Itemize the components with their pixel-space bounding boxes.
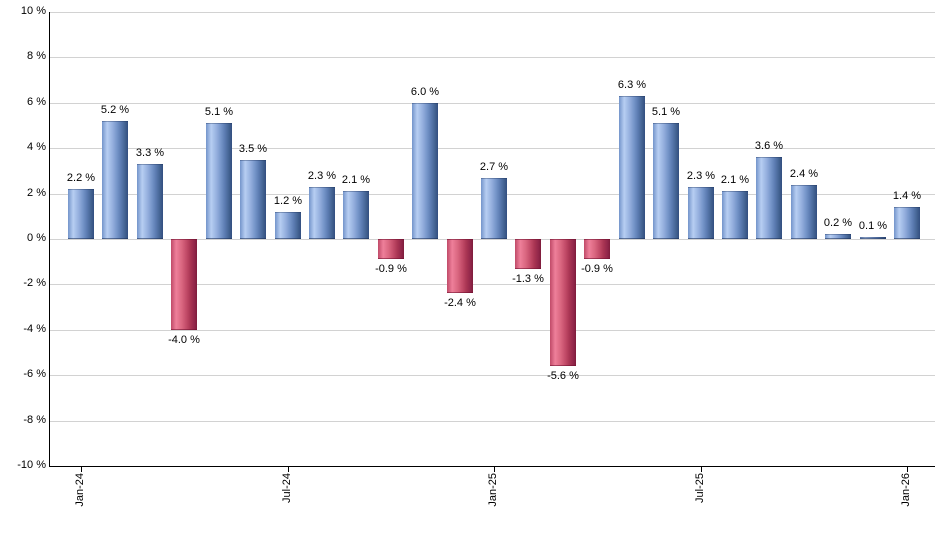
bar-month-18 <box>688 187 714 239</box>
bar-month-2 <box>137 164 163 239</box>
bar-value-label: 3.3 % <box>135 147 165 159</box>
bar-month-20 <box>756 157 782 239</box>
bar-value-label: 3.5 % <box>238 143 268 155</box>
bar-value-label: 2.2 % <box>66 172 96 184</box>
bar-month-1 <box>102 121 128 239</box>
bar-month-8 <box>343 191 369 239</box>
bar-month-11 <box>447 239 473 293</box>
bar-value-label: 6.0 % <box>410 86 440 98</box>
bar-month-19 <box>722 191 748 239</box>
x-axis-tick <box>701 466 702 472</box>
bar-month-13 <box>515 239 541 269</box>
y-axis-tick-label: 6 % <box>27 96 46 108</box>
y-axis-tick-label: -6 % <box>23 368 46 380</box>
bar-month-9 <box>378 239 404 259</box>
bar-month-4 <box>206 123 232 239</box>
x-axis-tick <box>288 466 289 472</box>
bar-month-15 <box>584 239 610 259</box>
x-axis-line <box>49 466 935 467</box>
bar-month-23 <box>860 237 886 239</box>
bar-value-label: -2.4 % <box>444 297 476 309</box>
bar-value-label: 1.2 % <box>273 195 303 207</box>
y-axis-tick-label: 8 % <box>27 50 46 62</box>
y-axis-tick-label: -10 % <box>17 459 46 471</box>
y-axis-tick-label: -4 % <box>23 323 46 335</box>
bar-month-3 <box>171 239 197 330</box>
y-gridline <box>49 330 935 331</box>
bar-value-label: 6.3 % <box>617 79 647 91</box>
bar-value-label: 2.1 % <box>341 174 371 186</box>
y-gridline <box>49 239 935 240</box>
y-gridline <box>49 12 935 13</box>
x-axis-tick <box>907 466 908 472</box>
bar-month-17 <box>653 123 679 239</box>
bar-value-label: 2.7 % <box>479 161 509 173</box>
bar-value-label: -0.9 % <box>375 263 407 275</box>
bar-value-label: 3.6 % <box>754 140 784 152</box>
y-axis-line <box>49 12 50 466</box>
y-gridline <box>49 375 935 376</box>
bar-month-14 <box>550 239 576 366</box>
bar-value-label: -4.0 % <box>168 334 200 346</box>
bar-value-label: 5.2 % <box>100 104 130 116</box>
bar-month-16 <box>619 96 645 239</box>
y-axis-tick-label: -2 % <box>23 277 46 289</box>
bar-month-6 <box>275 212 301 239</box>
x-axis-tick-label: Jan-24 <box>74 473 86 507</box>
bar-value-label: -5.6 % <box>547 370 579 382</box>
bar-month-10 <box>412 103 438 239</box>
x-axis-tick-label: Jan-25 <box>487 473 499 507</box>
bar-month-7 <box>309 187 335 239</box>
bar-month-0 <box>68 189 94 239</box>
y-axis-tick-label: 2 % <box>27 187 46 199</box>
bar-value-label: -1.3 % <box>512 273 544 285</box>
bar-month-5 <box>240 160 266 239</box>
x-axis-tick <box>81 466 82 472</box>
bar-month-22 <box>825 234 851 239</box>
bar-value-label: 0.2 % <box>823 217 853 229</box>
x-axis-tick <box>494 466 495 472</box>
x-axis-tick-label: Jul-25 <box>694 473 706 503</box>
y-gridline <box>49 284 935 285</box>
y-axis-tick-label: -8 % <box>23 414 46 426</box>
bar-value-label: 0.1 % <box>858 220 888 232</box>
bar-value-label: 2.3 % <box>686 170 716 182</box>
bar-month-24 <box>894 207 920 239</box>
bar-month-21 <box>791 185 817 239</box>
bar-value-label: -0.9 % <box>581 263 613 275</box>
y-axis-tick-label: 4 % <box>27 141 46 153</box>
bar-month-12 <box>481 178 507 239</box>
y-axis-tick-label: 10 % <box>20 5 46 17</box>
bar-value-label: 2.4 % <box>789 168 819 180</box>
y-gridline <box>49 57 935 58</box>
y-gridline <box>49 421 935 422</box>
y-gridline <box>49 148 935 149</box>
x-axis-tick-label: Jan-26 <box>900 473 912 507</box>
y-axis-tick-label: 0 % <box>27 232 46 244</box>
bar-value-label: 5.1 % <box>651 106 681 118</box>
y-gridline <box>49 103 935 104</box>
bar-value-label: 2.3 % <box>307 170 337 182</box>
bar-value-label: 5.1 % <box>204 106 234 118</box>
bar-value-label: 2.1 % <box>720 174 750 186</box>
bar-value-label: 1.4 % <box>892 190 922 202</box>
x-axis-tick-label: Jul-24 <box>281 473 293 503</box>
